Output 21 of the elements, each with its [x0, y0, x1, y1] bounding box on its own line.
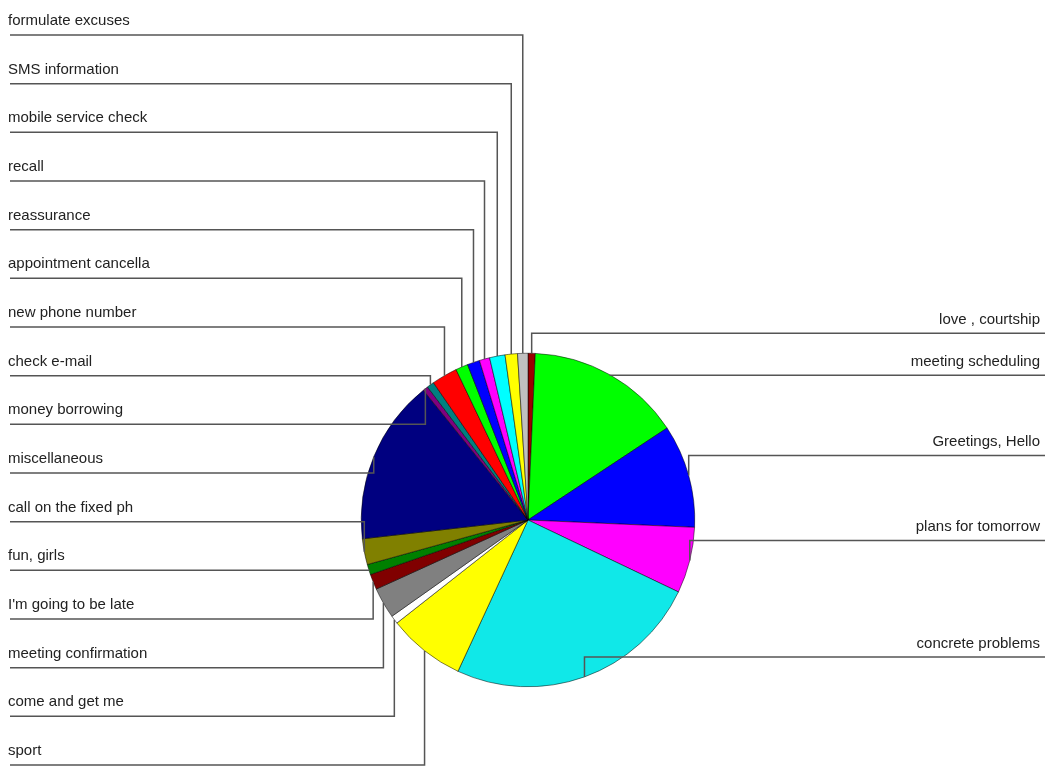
slice-label: appointment cancella [8, 254, 151, 272]
slice-label: meeting scheduling [910, 352, 1040, 370]
slice-label: call on the fixed ph [8, 497, 134, 515]
slice-label: meeting confirmation [8, 643, 148, 661]
slice-label: miscellaneous [8, 449, 104, 466]
slice-label: plans for tomorrow [915, 517, 1041, 535]
slice-label: mobile service check [8, 108, 148, 126]
slice-label: recall [8, 157, 44, 174]
slice-label: formulate excuses [8, 11, 130, 28]
slice-label: SMS information [8, 59, 119, 77]
slice-label: come and get me [8, 692, 124, 710]
slice-label: reassurance [8, 205, 91, 223]
slice-label: sport [8, 741, 43, 758]
slice-label: money borrowing [8, 400, 124, 418]
slice-label: check e-mail [8, 351, 93, 369]
slice-label: I'm going to be late [8, 595, 135, 612]
slice-label: concrete problems [916, 633, 1040, 651]
slice-label: Greetings, Hello [932, 432, 1040, 450]
slice-label: love , courtship [939, 310, 1040, 328]
slice-label: fun, girls [8, 546, 65, 564]
slice-label: new phone number [8, 303, 137, 320]
